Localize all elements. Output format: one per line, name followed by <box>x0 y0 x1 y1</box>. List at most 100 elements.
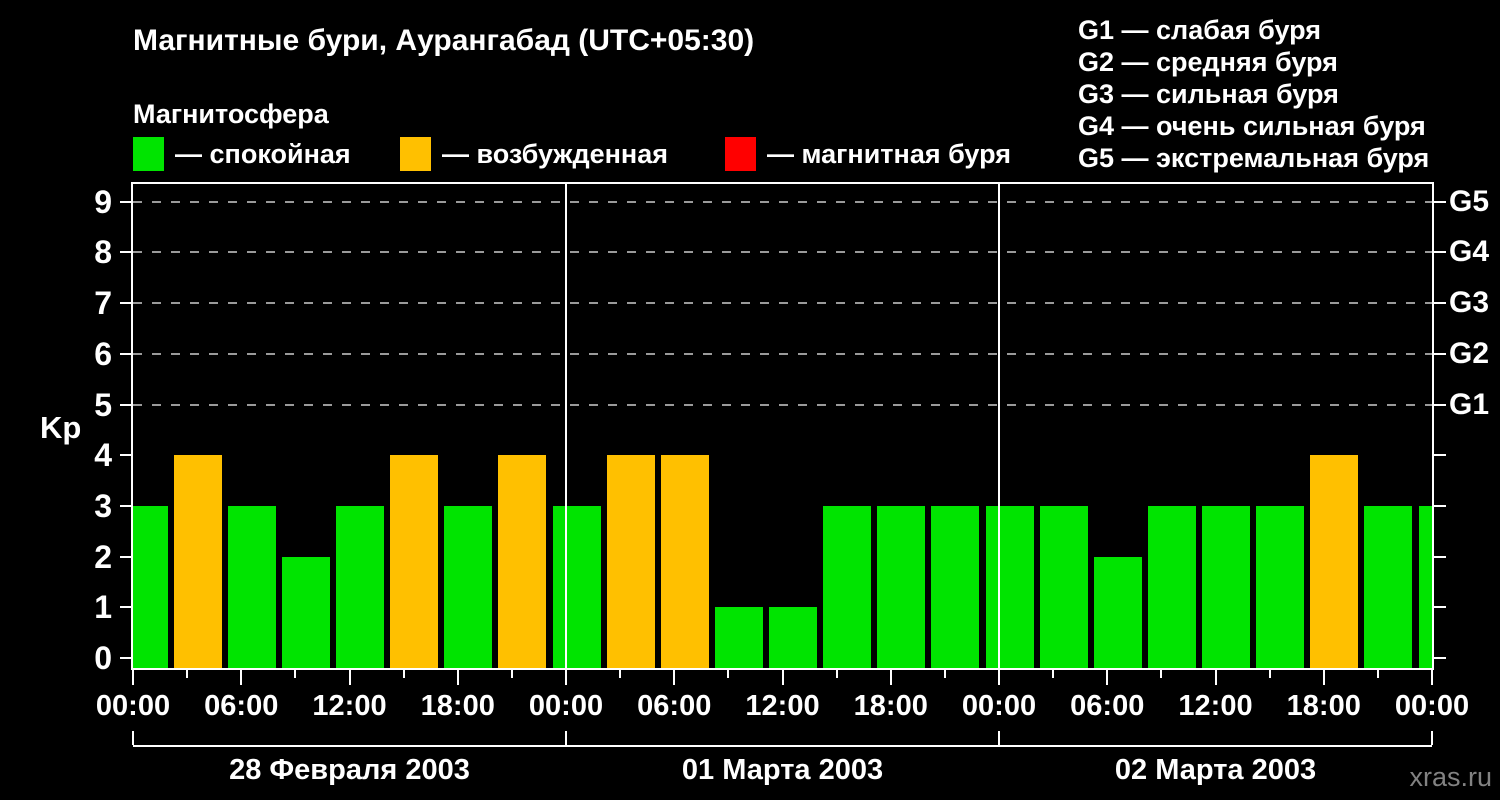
kp-bar <box>769 607 817 668</box>
time-label: 00:00 <box>95 690 171 722</box>
legend-swatch-3 <box>725 137 756 171</box>
legend-swatch-2 <box>400 137 431 171</box>
x-tick-minor <box>1376 670 1379 678</box>
right-tick <box>1433 454 1446 457</box>
time-label: 00:00 <box>528 690 604 722</box>
kp-bar <box>1093 556 1142 668</box>
x-tick-minor <box>1160 670 1163 678</box>
time-label: 06:00 <box>637 690 712 722</box>
y-tick-label: 7 <box>94 285 112 322</box>
x-tick-minor <box>835 670 838 678</box>
kp-bar <box>877 505 926 668</box>
y-tick-label: 9 <box>94 183 112 220</box>
x-tick-major <box>456 670 459 685</box>
x-tick-minor <box>294 670 297 678</box>
gridline-kp8 <box>133 251 1432 254</box>
bars-layer <box>133 184 1432 668</box>
g-level-label-G5: G5 <box>1449 184 1490 218</box>
g-level-label-G3: G3 <box>1449 286 1490 320</box>
gridline-kp9 <box>133 200 1432 203</box>
y-tick-label: 8 <box>94 234 112 271</box>
date-bracket-tick <box>565 731 567 745</box>
kp-bar <box>1147 505 1196 668</box>
x-tick-major <box>565 670 567 685</box>
storm-scale-line-G4: G4 — очень сильная буря <box>1078 111 1426 141</box>
g-level-label-G2: G2 <box>1449 336 1490 370</box>
y-tick <box>120 403 133 406</box>
x-tick-minor <box>510 670 513 678</box>
kp-bar <box>931 505 980 668</box>
storm-scale-line-G2: G2 — средняя буря <box>1078 47 1338 77</box>
time-label: 12:00 <box>1178 690 1253 722</box>
x-tick-minor <box>186 670 189 678</box>
time-label: 18:00 <box>853 690 928 722</box>
y-tick <box>120 302 133 305</box>
date-label: 02 Марта 2003 <box>1114 754 1317 786</box>
gridline-kp5 <box>133 403 1432 406</box>
x-tick-major <box>348 670 351 685</box>
x-tick-major <box>781 670 784 685</box>
x-tick-major <box>998 670 1000 685</box>
x-tick-major <box>1322 670 1325 685</box>
y-tick-label: 4 <box>94 437 112 474</box>
y-tick <box>120 606 133 609</box>
day-separator <box>565 184 567 668</box>
plot-area <box>131 182 1434 670</box>
kp-bar <box>1202 505 1250 668</box>
time-label: 18:00 <box>1286 690 1361 722</box>
time-label: 00:00 <box>961 690 1037 722</box>
y-tick-label: 2 <box>94 538 112 575</box>
date-bracket-line <box>133 745 1432 747</box>
kp-bar <box>133 505 168 668</box>
time-label: 00:00 <box>1394 690 1470 722</box>
x-tick-minor <box>943 670 946 678</box>
y-tick <box>120 504 133 507</box>
storm-scale-line-G1: G1 — слабая буря <box>1078 15 1322 45</box>
kp-bar <box>714 607 763 668</box>
right-tick <box>1433 555 1446 558</box>
kp-bar <box>390 455 439 668</box>
day-separator <box>998 184 1000 668</box>
y-tick <box>120 657 133 659</box>
y-tick-label: 6 <box>94 335 112 372</box>
time-label: 12:00 <box>312 690 387 722</box>
right-tick <box>1433 302 1446 305</box>
g-level-label-G4: G4 <box>1449 235 1490 269</box>
right-tick <box>1433 352 1446 355</box>
time-label: 12:00 <box>745 690 820 722</box>
time-label: 06:00 <box>1070 690 1145 722</box>
kp-bar <box>1364 505 1413 668</box>
date-bracket-tick <box>998 731 1000 745</box>
y-tick-label: 0 <box>94 640 112 676</box>
x-tick-major <box>1106 670 1109 685</box>
kp-bar <box>227 505 276 668</box>
y-tick <box>120 454 133 457</box>
date-label: 28 Февраля 2003 <box>229 754 470 786</box>
y-tick-label: 3 <box>94 487 112 524</box>
kp-bar <box>1310 455 1359 668</box>
x-tick-minor <box>727 670 730 678</box>
x-tick-minor <box>1052 670 1055 678</box>
storm-scale-line-G5: G5 — экстремальная буря <box>1078 143 1430 173</box>
time-label: 18:00 <box>420 690 495 722</box>
time-label: 06:00 <box>204 690 279 722</box>
legend-label-2: — возбужденная <box>442 139 668 169</box>
y-tick <box>120 555 133 558</box>
kp-bar <box>444 505 493 668</box>
x-tick-major <box>1431 670 1433 685</box>
right-tick <box>1433 606 1446 609</box>
chart-title: Магнитные бури, Аурангабад (UTC+05:30) <box>133 24 755 57</box>
watermark: xras.ru <box>1409 762 1492 792</box>
legend-title: Магнитосфера <box>133 99 329 129</box>
y-tick <box>120 251 133 254</box>
gridline-kp7 <box>133 302 1432 305</box>
kp-bar <box>173 455 222 668</box>
gridline-kp6 <box>133 352 1432 355</box>
kp-bar <box>1039 505 1088 668</box>
kp-bar <box>606 455 655 668</box>
y-tick-label: 1 <box>94 589 112 626</box>
legend-swatch-1 <box>133 137 164 171</box>
kp-bar <box>1256 505 1305 668</box>
x-tick-major <box>673 670 676 685</box>
